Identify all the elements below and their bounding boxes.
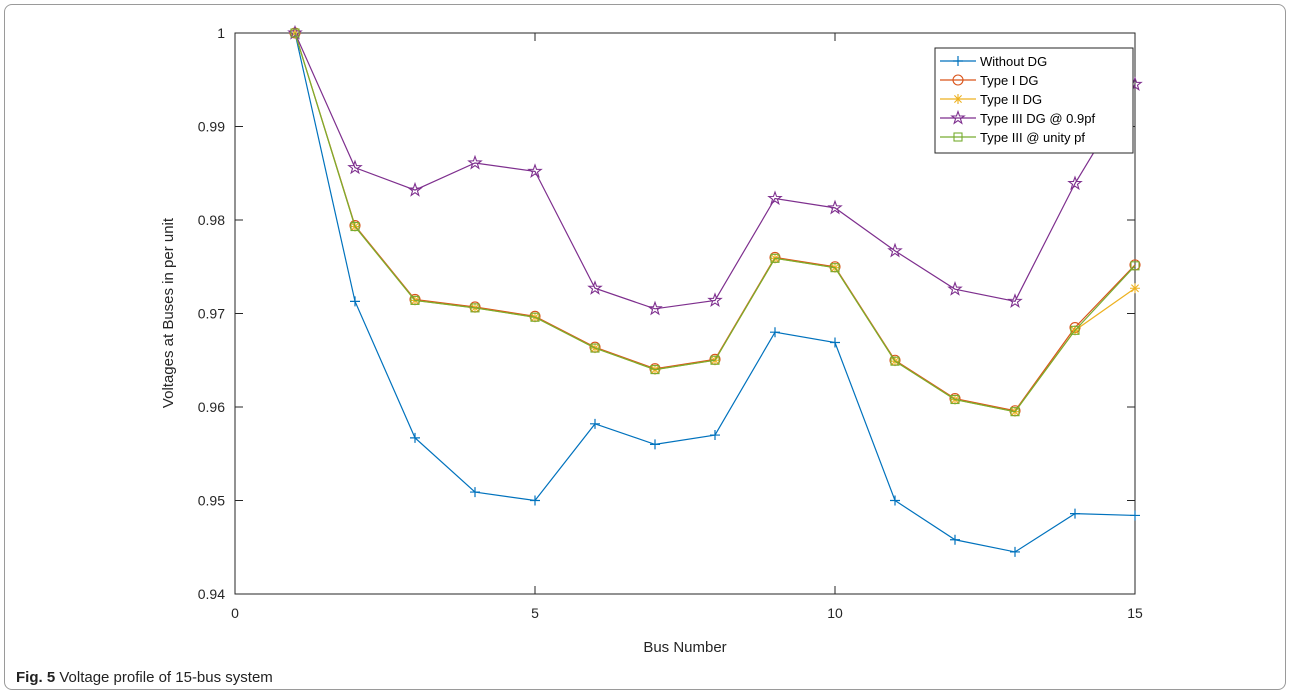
- legend-marker: [952, 74, 964, 86]
- x-tick-label: 5: [531, 605, 539, 621]
- y-tick-label: 1: [217, 25, 225, 41]
- data-point-type-iii-dg-0-9pf: [887, 242, 903, 258]
- data-point-without-dg: [1130, 510, 1140, 521]
- data-point-type-iii-unity-pf: [710, 355, 720, 365]
- data-point-type-iii-unity-pf: [950, 394, 960, 405]
- y-tick-label: 0.94: [198, 586, 225, 602]
- caption-text: Voltage profile of 15-bus system: [59, 669, 273, 686]
- data-point-without-dg: [770, 327, 780, 338]
- data-point-without-dg: [650, 439, 660, 450]
- x-tick-label: 0: [231, 605, 239, 621]
- x-tick-label: 10: [827, 605, 843, 621]
- data-point-without-dg: [530, 495, 540, 506]
- data-point-without-dg: [830, 337, 840, 348]
- data-point-type-iii-unity-pf: [410, 295, 420, 305]
- legend-marker: [953, 132, 963, 142]
- data-point-type-iii-unity-pf: [1070, 325, 1080, 335]
- data-point-type-iii-dg-0-9pf: [587, 280, 603, 295]
- legend-label: Type III @ unity pf: [980, 130, 1085, 145]
- data-point-type-iii-unity-pf: [470, 303, 480, 313]
- data-point-type-iii-unity-pf: [830, 263, 840, 273]
- series-type-iii-dg-0-9pf: [287, 24, 1143, 316]
- legend-entry-type-ii-dg: Type II DG: [940, 92, 1042, 107]
- data-point-type-iii-dg-0-9pf: [707, 292, 723, 308]
- legend-marker: [953, 56, 963, 66]
- axis-ticks: 0 5 10 15 0.94 0.95 0.96 0.97 0.98 0.99 1: [198, 25, 1143, 621]
- data-point-type-iii-unity-pf: [650, 365, 660, 375]
- data-point-type-iii-dg-0-9pf: [647, 300, 663, 316]
- data-point-type-iii-dg-0-9pf: [467, 154, 483, 170]
- data-point-type-iii-unity-pf: [770, 253, 780, 263]
- series-line-type-iii-unity-pf: [294, 32, 1136, 413]
- legend-box: [934, 47, 1134, 154]
- data-point-type-iii-unity-pf: [350, 221, 360, 232]
- data-point-type-iii-unity-pf: [1130, 261, 1140, 271]
- data-point-without-dg: [1010, 546, 1020, 557]
- data-point-type-iii-dg-0-9pf: [347, 159, 363, 175]
- legend-label: Without DG: [980, 54, 1047, 69]
- y-tick-label: 0.97: [198, 306, 225, 322]
- legend-entry-type-iii-dg-0-9pf: Type III DG @ 0.9pf: [940, 109, 1095, 126]
- x-axis-label: Bus Number: [643, 639, 726, 656]
- data-point-without-dg: [590, 418, 600, 429]
- y-axis-label: Voltages at Buses in per unit: [160, 217, 177, 408]
- data-point-type-iii-unity-pf: [890, 356, 900, 366]
- data-point-without-dg: [950, 534, 960, 545]
- y-tick-label: 0.96: [198, 399, 225, 415]
- data-point-type-iii-dg-0-9pf: [407, 181, 423, 197]
- y-tick-label: 0.99: [198, 119, 225, 135]
- legend-entry-without-dg: Without DG: [940, 54, 1047, 69]
- data-point-type-iii-dg-0-9pf: [767, 190, 783, 206]
- data-point-without-dg: [410, 432, 420, 443]
- data-point-type-iii-unity-pf: [1010, 407, 1020, 417]
- data-point-without-dg: [350, 296, 360, 307]
- data-point-without-dg: [890, 495, 900, 506]
- data-point-type-iii-unity-pf: [530, 312, 540, 322]
- data-point-type-iii-dg-0-9pf: [827, 199, 843, 215]
- data-point-type-iii-unity-pf: [590, 343, 600, 353]
- legend: Without DG Type I DG Type II DG Type III DG…: [934, 47, 1134, 154]
- data-point-type-iii-dg-0-9pf: [1007, 293, 1023, 308]
- data-point-type-iii-dg-0-9pf: [287, 24, 303, 40]
- data-point-type-iii-dg-0-9pf: [1067, 175, 1083, 191]
- y-tick-label: 0.98: [198, 212, 225, 228]
- y-tick-label: 0.95: [198, 493, 225, 509]
- figure-frame: [4, 4, 1286, 690]
- legend-label: Type I DG: [980, 73, 1039, 88]
- series-type-iii-unity-pf: [290, 28, 1140, 417]
- legend-marker: [950, 109, 966, 125]
- data-point-without-dg: [470, 487, 480, 498]
- legend-entry-type-iii-unity-pf: Type III @ unity pf: [940, 130, 1085, 145]
- legend-marker: [953, 94, 963, 104]
- x-tick-label: 15: [1127, 605, 1143, 621]
- legend-label: Type III DG @ 0.9pf: [980, 111, 1095, 126]
- data-point-type-ii-dg: [1130, 283, 1140, 294]
- legend-label: Type II DG: [980, 92, 1042, 107]
- data-point-type-iii-dg-0-9pf: [947, 281, 963, 296]
- legend-entry-type-i-dg: Type I DG: [940, 73, 1039, 88]
- series-layer: [287, 24, 1143, 557]
- caption-label: Fig. 5: [16, 669, 56, 686]
- data-point-without-dg: [1070, 508, 1080, 519]
- figure-caption: Fig. 5 Voltage profile of 15-bus system: [16, 669, 273, 686]
- series-line-type-iii-dg-0-9pf: [294, 32, 1136, 310]
- data-point-without-dg: [710, 430, 720, 441]
- data-point-type-iii-unity-pf: [290, 28, 300, 38]
- data-point-type-iii-dg-0-9pf: [527, 163, 543, 178]
